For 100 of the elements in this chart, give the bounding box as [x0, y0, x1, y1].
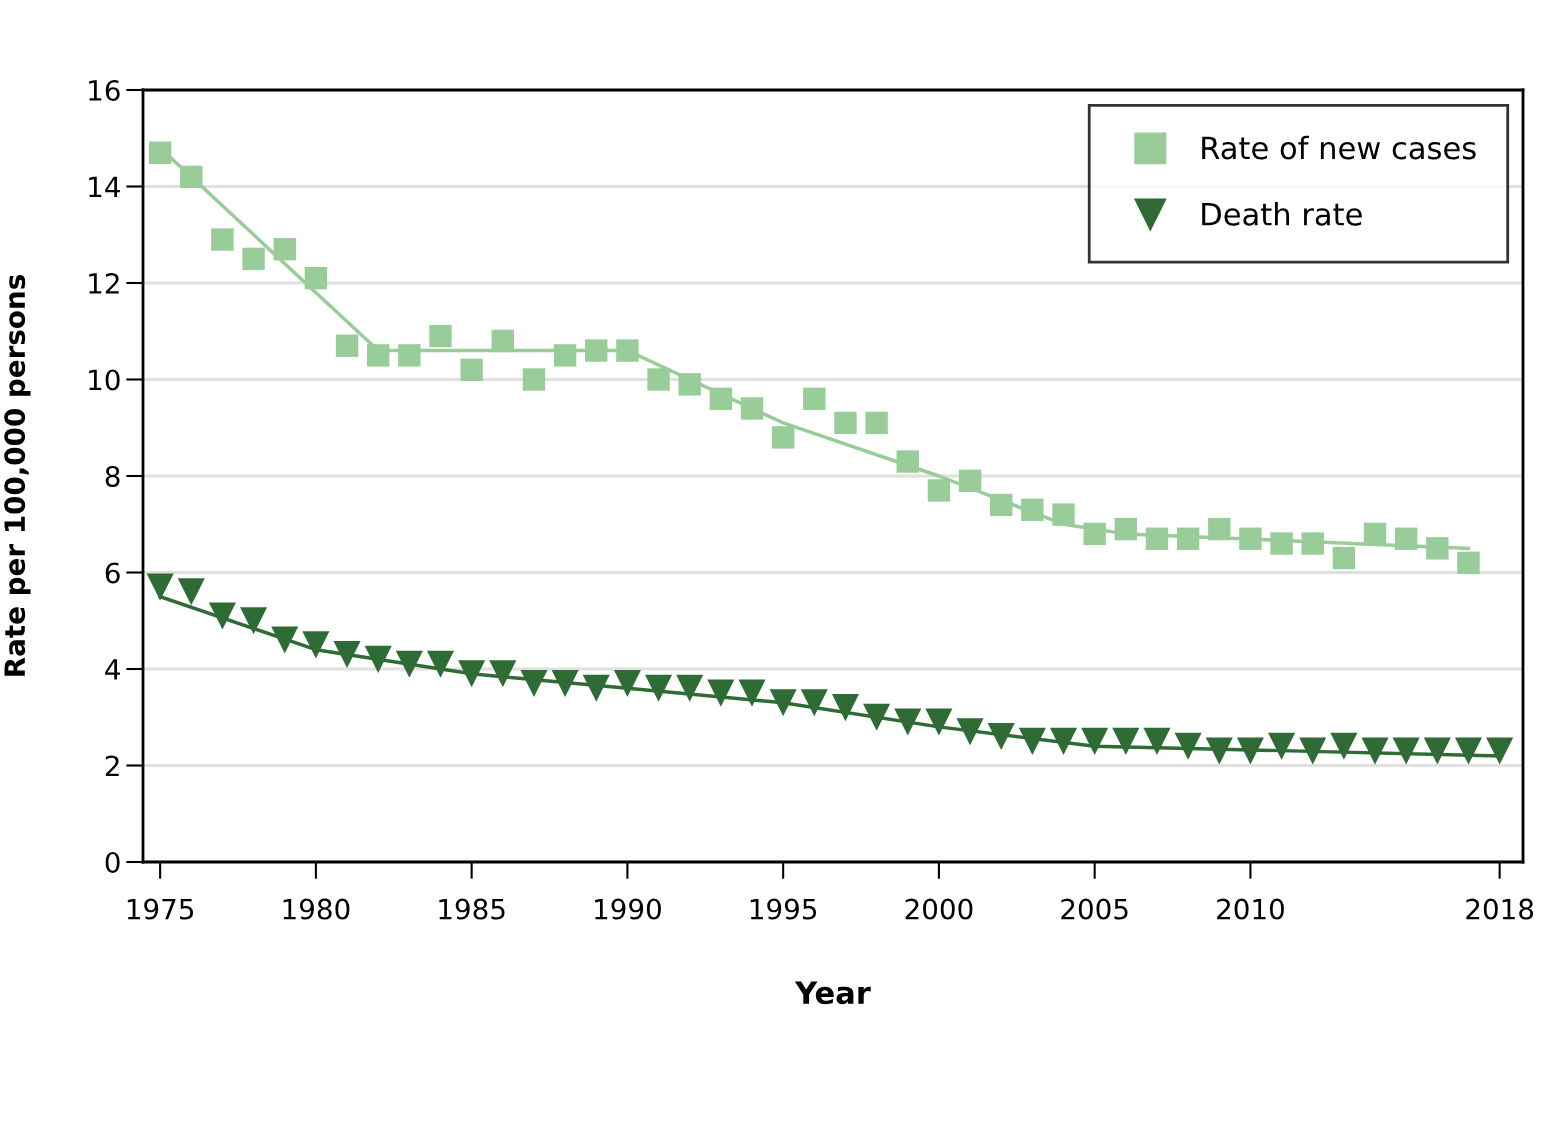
point [585, 339, 608, 362]
point [865, 411, 888, 435]
point [1394, 527, 1418, 550]
point [398, 344, 421, 367]
point [177, 578, 205, 606]
point [522, 368, 546, 391]
point [242, 247, 265, 271]
point [831, 694, 859, 722]
point [1049, 727, 1078, 755]
x-tick-label: 1985 [439, 898, 505, 920]
point [460, 358, 483, 382]
legend-label: Rate of new cases [1202, 135, 1476, 160]
point [1176, 527, 1200, 550]
point [1112, 727, 1140, 755]
point [676, 674, 704, 702]
point [1208, 517, 1231, 541]
point [1174, 732, 1202, 760]
x-tick-label: 2005 [1061, 898, 1128, 920]
point [709, 387, 733, 410]
point [925, 708, 953, 736]
point [180, 165, 203, 189]
point [740, 397, 764, 420]
point [958, 469, 982, 493]
point [987, 723, 1015, 751]
point [834, 411, 857, 435]
point [1361, 737, 1389, 765]
point [645, 674, 673, 702]
point [273, 238, 296, 261]
point [1143, 727, 1171, 755]
point [335, 334, 359, 357]
x-tick-label: 1995 [750, 898, 817, 920]
point [927, 479, 951, 502]
y-tick-label: 4 [105, 659, 120, 680]
point [1083, 522, 1106, 546]
point [1299, 737, 1327, 765]
point [1423, 737, 1451, 765]
point [613, 669, 641, 698]
point [896, 450, 919, 473]
point [1363, 522, 1387, 546]
x-tick-label: 1975 [127, 898, 194, 920]
point [1236, 737, 1264, 765]
x-tick-label: 1990 [595, 898, 661, 920]
y-tick-label: 0 [105, 851, 120, 873]
x-tick-label: 2010 [1217, 898, 1284, 920]
point [1392, 737, 1420, 765]
point [1052, 503, 1075, 526]
point [647, 368, 670, 391]
point [1426, 537, 1449, 560]
point [208, 602, 236, 630]
point [240, 607, 268, 635]
point [1486, 737, 1514, 765]
point [1081, 727, 1109, 755]
point [302, 631, 330, 659]
point [366, 344, 390, 367]
point [211, 228, 234, 251]
point [1114, 517, 1138, 541]
x-axis-title: Year [794, 981, 871, 1005]
y-tick-label: 8 [105, 465, 120, 487]
point [1239, 527, 1262, 550]
y-tick-label: 12 [89, 272, 119, 294]
point [616, 339, 639, 362]
point [1018, 727, 1046, 755]
point [707, 679, 735, 707]
point [148, 141, 172, 164]
point [1205, 737, 1233, 765]
legend-label: Death rate [1202, 202, 1362, 226]
point [990, 493, 1013, 517]
point [520, 669, 548, 698]
point [304, 266, 328, 290]
point [458, 660, 486, 688]
point [551, 669, 579, 698]
x-tick-label: 2000 [905, 898, 973, 920]
y-tick-label: 10 [89, 369, 120, 391]
point [956, 718, 984, 746]
point [333, 640, 361, 669]
point [771, 426, 795, 449]
y-tick-label: 2 [105, 755, 119, 777]
point [1145, 527, 1169, 550]
point [678, 373, 701, 396]
point [769, 689, 797, 717]
point [1268, 732, 1296, 760]
point [803, 387, 826, 410]
point [800, 689, 828, 717]
point [863, 703, 891, 731]
point [395, 650, 423, 678]
point [429, 324, 452, 348]
point [738, 679, 766, 707]
point [553, 344, 577, 367]
point [1270, 532, 1293, 555]
x-tick-label: 2018 [1466, 898, 1534, 920]
point [582, 674, 610, 702]
point [1301, 532, 1324, 555]
point [1454, 737, 1483, 765]
point [271, 626, 299, 654]
y-tick-label: 6 [105, 562, 120, 584]
point [489, 660, 517, 688]
point [1332, 546, 1356, 570]
point [1330, 732, 1358, 760]
y-tick-label: 14 [89, 176, 120, 198]
y-axis-title: Rate per 100,000 persons [4, 275, 31, 676]
